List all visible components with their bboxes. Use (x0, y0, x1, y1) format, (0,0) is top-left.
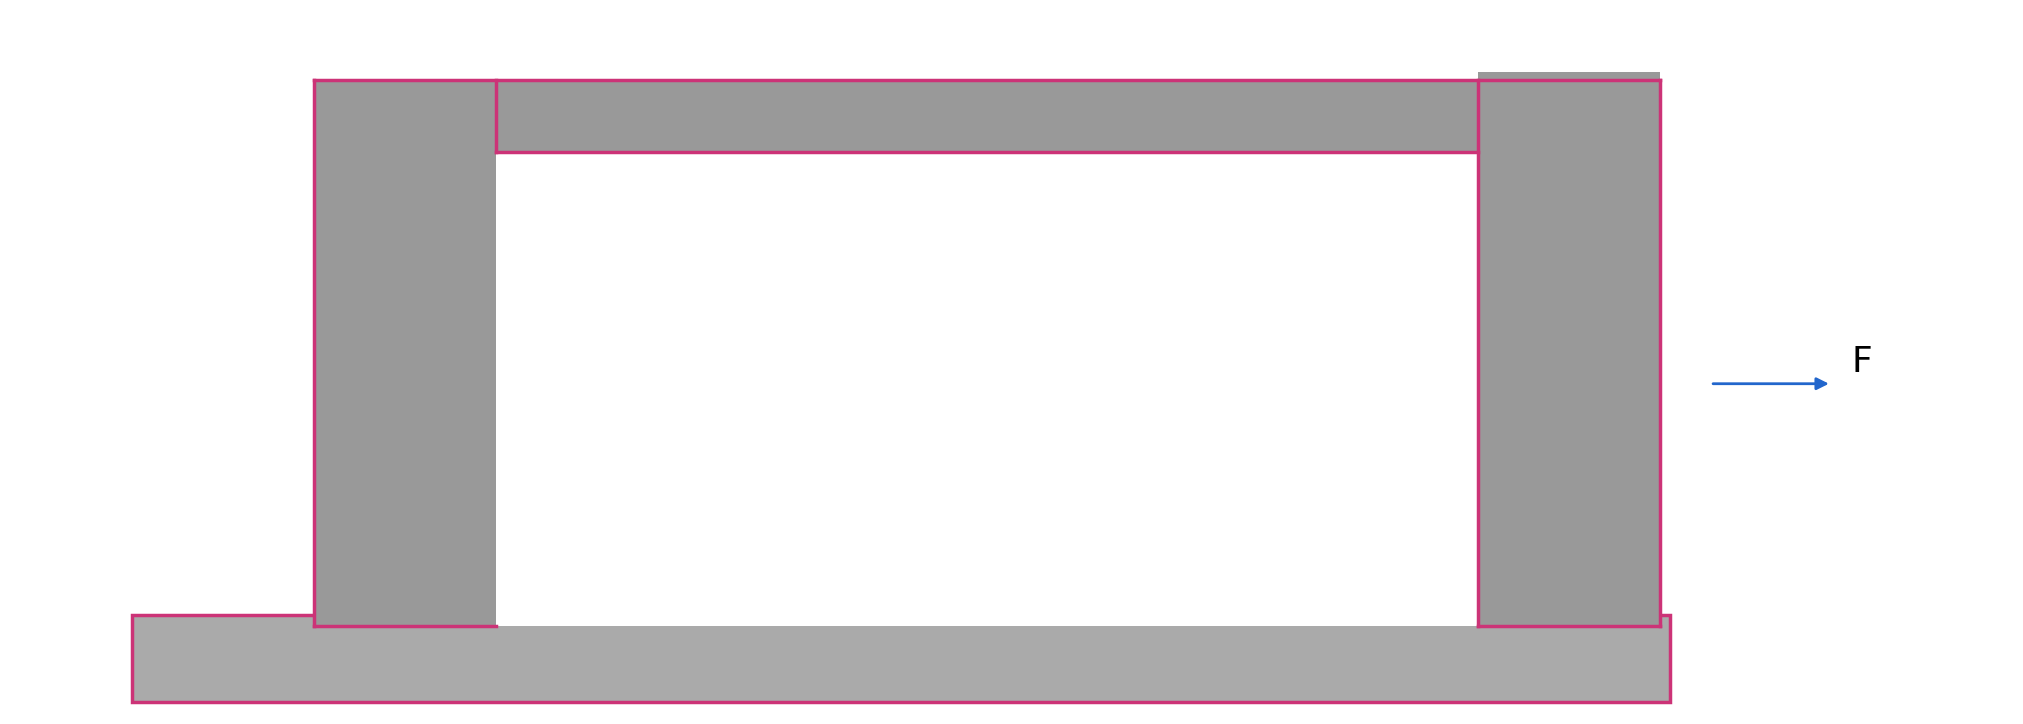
Bar (496, 152, 1477, 626)
Text: F: F (1851, 345, 1871, 379)
Bar (314, 83, 496, 626)
Bar (131, 615, 1669, 702)
Bar (1477, 72, 1659, 626)
Bar (314, 80, 1659, 152)
